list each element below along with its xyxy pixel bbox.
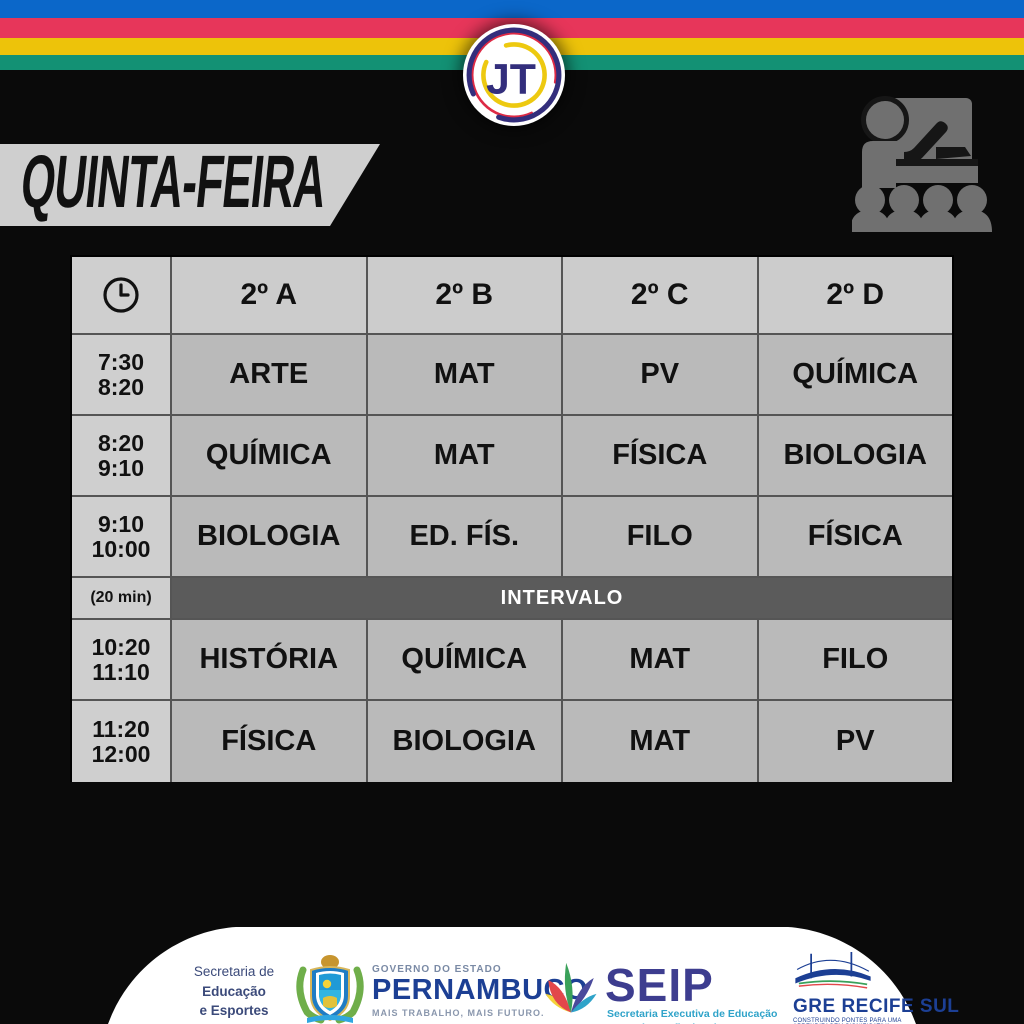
svg-text:JT: JT bbox=[486, 55, 536, 103]
